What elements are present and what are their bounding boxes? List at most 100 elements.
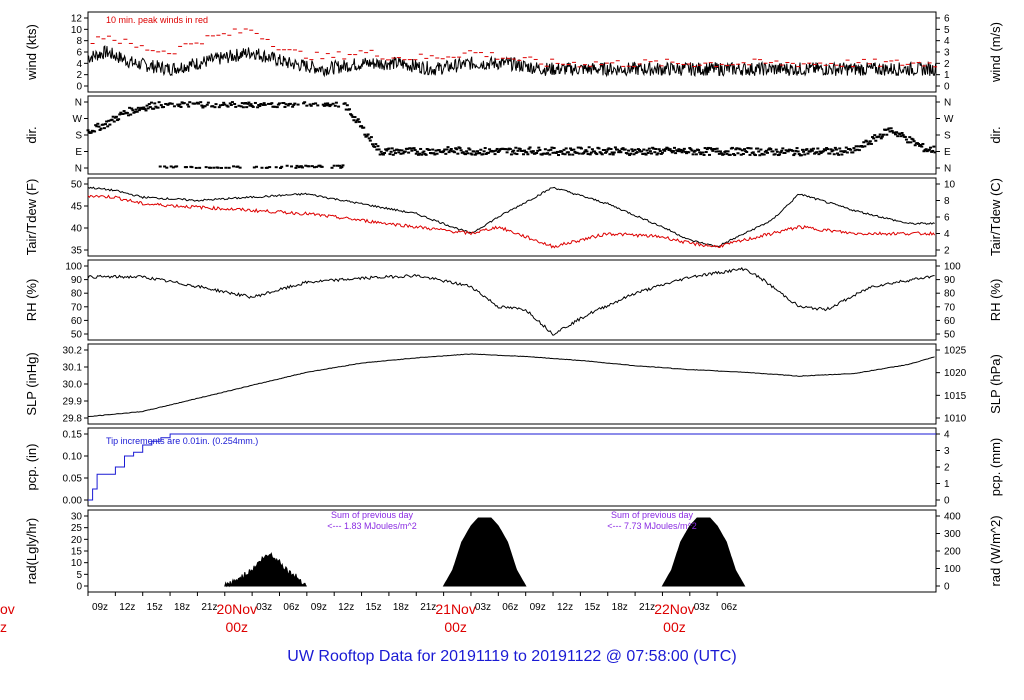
- tick-label-left: 29.9: [63, 397, 83, 408]
- series-RH: [87, 267, 935, 336]
- tick-label-right: 2: [944, 59, 950, 70]
- wind-annotation: 10 min. peak winds in red: [106, 15, 208, 25]
- tick-label-left: 0.15: [63, 430, 83, 441]
- tick-label-right: S: [944, 131, 951, 142]
- x-tick-label: 09z: [530, 602, 546, 613]
- tick-label-right: E: [944, 147, 951, 158]
- tick-label-right: 2: [944, 246, 950, 257]
- tick-label-right: 5: [944, 25, 950, 36]
- x-tick-label: 21z: [201, 602, 217, 613]
- series-pcp: [88, 433, 936, 501]
- tick-label-left: 4: [76, 59, 82, 70]
- tick-label-right: 100: [944, 564, 961, 575]
- x-tick-label: 18z: [393, 602, 409, 613]
- tick-label-right: 2: [944, 463, 950, 474]
- x-tick-label: 15z: [147, 602, 163, 613]
- tick-label-right: 0: [944, 582, 950, 593]
- tick-label-left: 0.10: [63, 452, 83, 463]
- tick-label-left: 30.0: [63, 380, 83, 391]
- tick-label-right: N: [944, 98, 951, 109]
- tick-label-left: 0.05: [63, 474, 83, 485]
- rad-annotation-line2: <--- 7.73 MJoules/m^2: [607, 521, 697, 531]
- tick-label-left: 60: [71, 316, 83, 327]
- tick-label-left: 12: [71, 14, 83, 25]
- y-label-right: dir.: [988, 126, 1003, 143]
- tick-label-left: 50: [71, 330, 83, 341]
- y-label-right: Tair/Tdew (C): [988, 178, 1003, 256]
- panel-rh: RH (%) RH (%) 50 60 70 80 90 100 50 60 70 80 90 100: [24, 259, 1003, 341]
- tick-label-left: 30: [71, 512, 83, 523]
- x-tick-label: 15z: [584, 602, 600, 613]
- tick-label-left: 90: [71, 275, 83, 286]
- tick-label-left: 5: [76, 570, 82, 581]
- y-label-left: SLP (inHg): [24, 352, 39, 415]
- y-label-left: wind (kts): [24, 24, 39, 81]
- tick-label-left: 50: [71, 180, 83, 191]
- tick-label-right: 80: [944, 289, 956, 300]
- tick-label-left: 30.1: [63, 363, 83, 374]
- tick-label-left: 2: [76, 70, 82, 81]
- x-tick-label: 12z: [119, 602, 135, 613]
- tick-label-right: 1: [944, 70, 950, 81]
- tick-label-right: 4: [944, 430, 950, 441]
- tick-label-left: 80: [71, 289, 83, 300]
- tick-label-right: 0: [944, 82, 950, 93]
- day-label-hour: 00z: [663, 619, 686, 635]
- y-label-right: RH (%): [988, 279, 1003, 322]
- x-tick-label: 09z: [311, 602, 327, 613]
- series-Tair: [87, 186, 935, 248]
- tick-label-right: 90: [944, 275, 956, 286]
- x-tick-label: 21z: [639, 602, 655, 613]
- tick-label-left: 10: [71, 558, 83, 569]
- tick-label-left: 8: [76, 36, 82, 47]
- tick-label-left: 70: [71, 302, 83, 313]
- x-tick-label: 18z: [174, 602, 190, 613]
- tick-label-left: S: [75, 131, 82, 142]
- tick-label-left: 35: [71, 246, 83, 257]
- tick-label-right: N: [944, 164, 951, 175]
- tick-label-right: 1015: [944, 391, 967, 402]
- panel-rad: rad(Lgly/hr) rad (W/m^2)05101520253001002…: [24, 509, 1003, 593]
- tick-label-right: 6: [944, 213, 950, 224]
- tick-label-left: 0: [76, 582, 82, 593]
- x-tick-label: 21z: [420, 602, 436, 613]
- series-wind: [87, 45, 937, 78]
- y-label-left: dir.: [24, 126, 39, 143]
- tick-label-left: 29.8: [63, 414, 83, 425]
- x-tick-label: 06z: [283, 602, 299, 613]
- series-Tdew: [87, 194, 936, 249]
- day-label-date: 20Nov: [217, 601, 257, 617]
- panel-temp: Tair/Tdew (F) Tair/Tdew (C) 35 40 45 50 2 4 6 8 10: [24, 177, 1003, 257]
- tick-label-left: N: [75, 164, 82, 175]
- panel-slp: SLP (inHg) SLP (hPa) 29.8 29.9 30.0 30.1 30.2 1…: [24, 343, 1003, 425]
- x-tick-label: 06z: [721, 602, 737, 613]
- x-tick-label: 12z: [557, 602, 573, 613]
- tick-label-right: 6: [944, 14, 950, 25]
- tick-label-left: 10: [71, 25, 83, 36]
- tick-label-left: 45: [71, 202, 83, 213]
- tick-label-right: 4: [944, 36, 950, 47]
- series-rad-day-1: [224, 552, 307, 588]
- tick-label-right: 100: [944, 262, 961, 273]
- y-label-left: Tair/Tdew (F): [24, 179, 39, 256]
- tick-label-left: 6: [76, 48, 82, 59]
- tick-label-right: 200: [944, 547, 961, 558]
- tick-label-right: 0: [944, 496, 950, 507]
- tick-label-right: 1: [944, 479, 950, 490]
- y-label-right: SLP (hPa): [988, 354, 1003, 414]
- day-label-date: 22Nov: [654, 601, 694, 617]
- panel-frame: [87, 259, 937, 341]
- tick-label-right: 400: [944, 512, 961, 523]
- x-tick-label: 03z: [694, 602, 710, 613]
- day-label-cutoff-hour: z: [0, 619, 7, 635]
- tick-label-right: 70: [944, 302, 956, 313]
- tick-label-right: 8: [944, 196, 950, 207]
- tick-label-left: N: [75, 98, 82, 109]
- series-rad-day-3: [661, 517, 746, 587]
- tick-label-left: 30.2: [63, 346, 83, 357]
- day-label-hour: 00z: [225, 619, 248, 635]
- tick-label-right: 3: [944, 48, 950, 59]
- x-tick-label: 03z: [256, 602, 272, 613]
